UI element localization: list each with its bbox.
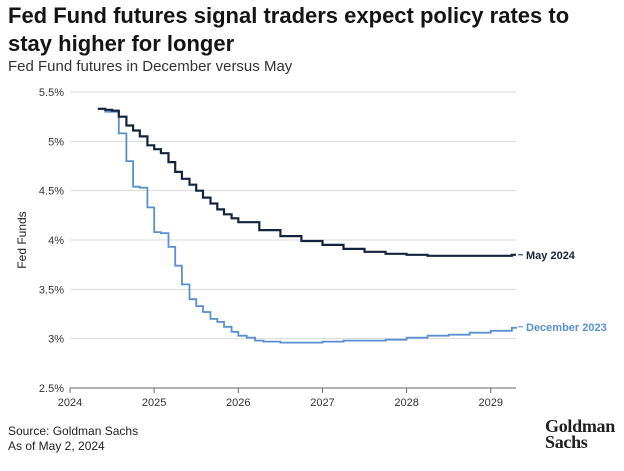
x-axis-ticks: 2024 2025 2026 2027 2028 2029 [58,388,503,409]
footer: Source: Goldman Sachs As of May 2, 2024 [8,424,138,454]
x-tick-label: 2028 [394,397,418,409]
x-tick-label: 2024 [58,397,82,409]
as-of-note: As of May 2, 2024 [8,439,105,453]
logo-line-1: Goldman [545,416,615,436]
series-line [97,107,516,257]
chart-title: Fed Fund futures signal traders expect p… [8,3,570,56]
y-tick-label: 3% [48,334,64,346]
x-tick-label: 2026 [226,397,250,409]
y-axis-ticks: 2.5% 3% 3.5% 4% 4.5% 5% 5.5% [39,87,64,395]
chart-subtitle: Fed Fund futures in December versus May [8,58,293,75]
y-tick-label: 2.5% [39,383,64,395]
source-note: Source: Goldman Sachs [8,424,139,438]
series-lines [97,107,517,344]
y-tick-label: 5% [48,136,64,148]
y-tick-label: 4.5% [39,186,64,198]
x-tick-label: 2029 [479,397,503,409]
y-tick-label: 3.5% [39,284,64,296]
x-tick-label: 2025 [142,397,166,409]
y-tick-label: 5.5% [39,87,64,99]
series-label: May 2024 [526,250,576,262]
y-axis-label: Fed Funds [15,211,29,268]
series-label: December 2023 [526,322,607,334]
x-tick-label: 2027 [310,397,334,409]
series-labels: May 2024 December 2023 [518,250,607,334]
series-line [97,107,517,344]
gridlines [70,91,516,340]
y-tick-label: 4% [48,235,64,247]
goldman-sachs-logo: Goldman Sachs [545,416,619,452]
logo-line-2: Sachs [545,432,588,452]
